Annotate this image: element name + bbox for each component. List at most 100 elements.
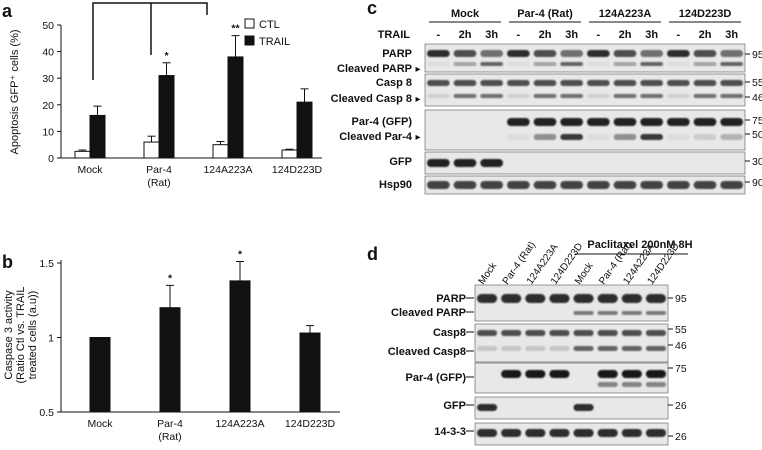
blot-d-lane-label: Mock (573, 260, 596, 287)
chart-a-y-axis-label: Apoptosis GFP⁺ cells (%) (9, 29, 21, 154)
blot-d-mw-label: 95 (675, 293, 687, 305)
blot-d-row-label: Cleaved PARP (391, 307, 466, 319)
chart-a-legend: CTL TRAIL (244, 18, 290, 48)
blot-c-lane-label: - (596, 29, 600, 41)
blot-d-row-label: Cleaved Casp8 (388, 346, 466, 358)
blot-d-mw-label: 26 (675, 400, 687, 412)
blot-c-band (667, 80, 690, 86)
blot-d-row-label: 14-3-3 (434, 426, 466, 438)
blot-c-band (507, 94, 530, 98)
blot-c-band (587, 62, 610, 66)
blot-c-band (507, 134, 530, 140)
chart-a-bar-ctl-3 (281, 149, 298, 159)
chart-a-significance-marker: ** (231, 23, 240, 35)
chart-b-y-axis-label-line: Caspase 3 activity (3, 290, 15, 380)
blot-c-membrane (424, 43, 746, 73)
blot-c-band (560, 62, 583, 66)
blot-d-row-label: PARP (436, 293, 466, 305)
blot-d-mw-label: 55 (675, 324, 687, 336)
chart-a-ytick-label: 50 (42, 20, 54, 32)
blot-c-band (667, 62, 690, 66)
blot-c-band (667, 134, 690, 140)
blot-c-band (480, 181, 503, 189)
blot-c-band (587, 94, 610, 98)
blot-c-band (613, 134, 637, 140)
chart-b-ytick-label: 1.5 (39, 258, 54, 270)
chart-b-bar-value-2 (229, 280, 251, 413)
blot-c-band (560, 118, 583, 126)
blot-c-lane-label: 2h (619, 29, 632, 41)
blot-d-band (645, 370, 666, 378)
blot-c-band (640, 134, 663, 140)
blot-c-band (480, 80, 503, 86)
blot-c-group-label: 124D223D (679, 8, 732, 20)
chart-b-bar-value-3 (299, 332, 321, 413)
chart-b-category-label: 124D223D (285, 418, 336, 430)
chart-b-category-label: Par-4 (157, 418, 183, 430)
blot-c-band (480, 159, 503, 167)
chart-a: Apoptosis GFP⁺ cells (%) 0 10 20 30 40 50 Moc… (9, 2, 323, 189)
blot-c-band (587, 181, 610, 189)
legend-swatch-ctl (244, 18, 255, 29)
blot-c-band (507, 181, 530, 189)
blot-c-band (613, 94, 637, 98)
blot-d-band (597, 382, 618, 387)
blot-d-row-label: Casp8 (433, 327, 466, 339)
blot-c-membrane (424, 175, 746, 195)
chart-a-bar-trail-0 (89, 114, 106, 159)
blot-c-band (613, 181, 637, 189)
legend-swatch-trail (244, 35, 255, 46)
blot-c-arrow-marker: ▸ (415, 132, 420, 143)
blot-c-band (587, 134, 610, 140)
blot-c-band (640, 118, 663, 126)
chart-a-category-label: 124D223D (272, 164, 323, 176)
blot-d-membrane (474, 362, 669, 394)
blot-c-group-label: Par-4 (Rat) (517, 8, 573, 20)
blot-d-band (645, 382, 666, 387)
blot-c-band (560, 50, 583, 57)
blot-c-band (533, 134, 557, 140)
blot-c-band (640, 94, 663, 98)
blot-c-row-label: Par-4 (GFP) (351, 116, 412, 128)
blot-c-band (667, 118, 690, 126)
blot-d-band (525, 330, 546, 336)
blot-c-row-label: Hsp90 (379, 179, 412, 191)
chart-b-y-axis-label-line: (Ratio Ctl vs. TRAIL (15, 287, 27, 384)
blot-c-band (640, 50, 663, 57)
blot-c-row-label: Cleaved Par-4 (339, 131, 413, 143)
blot-d-band (573, 346, 594, 351)
blot-c-band (693, 94, 717, 98)
blot-c-lane-label: 2h (459, 29, 472, 41)
blot-d-band (621, 370, 642, 378)
blot-c-row-label: Cleaved PARP (337, 63, 412, 75)
blot-d-membrane (474, 396, 669, 420)
chart-a-bar-trail-2 (227, 56, 244, 159)
blot-c-membrane (424, 109, 746, 151)
blot-c-band (560, 94, 583, 98)
blot-d-band (621, 330, 642, 336)
blot-c-lane-label: - (516, 29, 520, 41)
blot-c-band (693, 62, 717, 66)
chart-b-ytick-label: 1 (48, 333, 54, 345)
panel-letter-b: b (2, 252, 13, 272)
blot-c-mw-label: 90 (752, 177, 762, 189)
blot-c-band (613, 80, 637, 86)
chart-a-category-label: Mock (77, 164, 103, 176)
blot-d-mw-label: 75 (675, 363, 687, 375)
blot-c-band (427, 181, 450, 189)
blot-c-group-label: 124A223A (599, 8, 652, 20)
blot-c-band (427, 80, 450, 86)
chart-a-bar-ctl-2 (212, 144, 229, 159)
blot-c-row-label: Casp 8 (376, 77, 412, 89)
chart-a-bar-ctl-1 (143, 141, 160, 159)
blot-c-lane-label: - (436, 29, 440, 41)
chart-b-y-axis-label: Caspase 3 activity (Ratio Ctl vs. TRAIL tr… (3, 287, 39, 384)
blot-d-band (525, 370, 546, 378)
blot-c-band (720, 134, 743, 140)
blot-d-band (477, 346, 498, 351)
blot-d-band (525, 429, 546, 437)
blot-c-band (533, 62, 557, 66)
blot-c-band (453, 62, 477, 66)
blot-c-band (640, 181, 663, 189)
